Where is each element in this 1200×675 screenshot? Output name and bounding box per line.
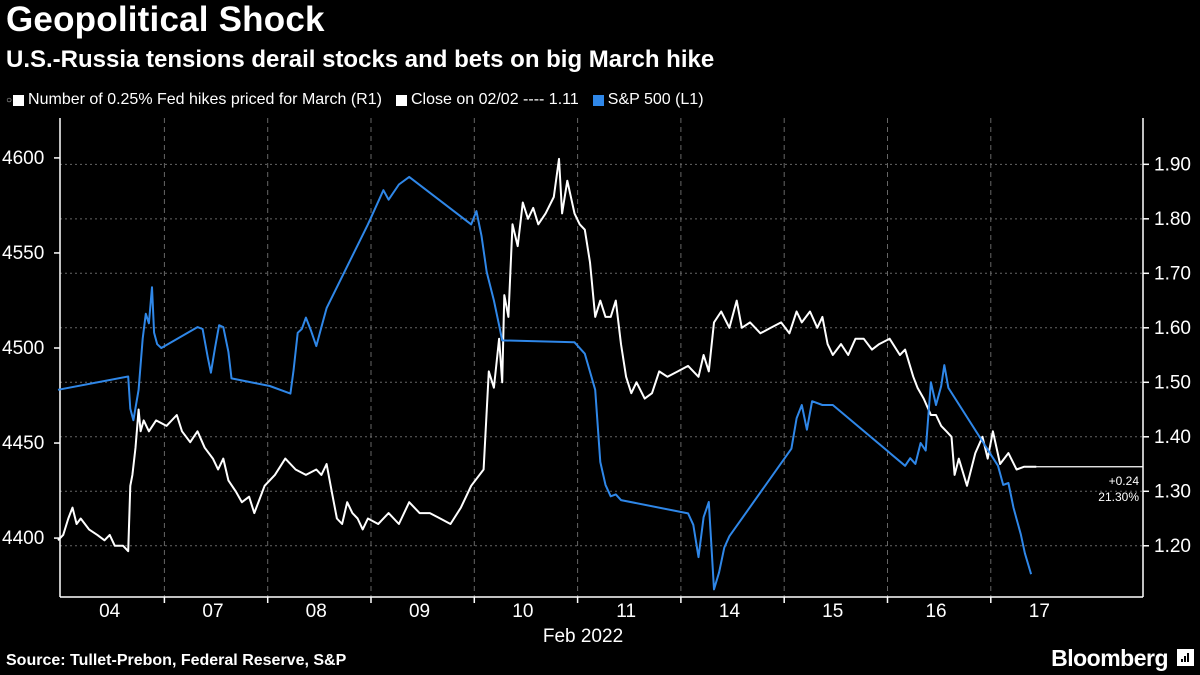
x-tick-label-9: 17	[1029, 601, 1050, 622]
series-line-sp500	[57, 175, 1033, 591]
legend-swatch-hikes	[13, 94, 25, 106]
chart-subtitle: U.S.-Russia tensions derail stocks and b…	[6, 46, 715, 73]
right-tick-label-7: 1.20	[1154, 536, 1191, 557]
left-tick-label-3: 4450	[2, 433, 44, 454]
left-tick-label-0: 4600	[2, 148, 44, 169]
x-tick-label-7: 15	[822, 601, 843, 622]
left-tick-label-4: 4400	[2, 528, 44, 549]
source-note: Source: Tullet-Prebon, Federal Reserve, …	[6, 652, 347, 669]
legend: ○ Number of 0.25% Fed hikes priced for M…	[6, 91, 718, 109]
legend-label-sp500: S&P 500 (L1)	[607, 91, 704, 108]
legend-swatch-sp500	[592, 94, 604, 106]
right-tick-label-2: 1.70	[1154, 263, 1191, 284]
x-tick-label-6: 14	[719, 601, 741, 622]
annotation-change: +0.24	[1109, 474, 1140, 488]
annotation-percent: 21.30%	[1098, 490, 1139, 504]
legend-item-sp500: S&P 500 (L1)	[592, 91, 704, 109]
legend-item-close: Close on 02/02 ---- 1.11	[395, 91, 579, 109]
x-tick-label-0: 04	[99, 601, 121, 622]
x-tick-label-1: 07	[202, 601, 223, 622]
x-tick-label-8: 16	[925, 601, 946, 622]
pin-icon: ○	[6, 94, 13, 106]
legend-swatch-close	[395, 94, 407, 106]
right-tick-label-0: 1.90	[1154, 154, 1191, 175]
left-tick-label-1: 4550	[2, 243, 44, 264]
x-tick-label-3: 09	[409, 601, 430, 622]
x-axis-title: Feb 2022	[543, 626, 623, 647]
right-tick-label-6: 1.30	[1154, 481, 1191, 502]
bloomberg-terminal-icon	[1177, 649, 1194, 666]
chart-title: Geopolitical Shock	[6, 0, 325, 39]
x-tick-label-4: 10	[512, 601, 533, 622]
legend-item-hikes: ○ Number of 0.25% Fed hikes priced for M…	[6, 91, 382, 109]
legend-label-close: Close on 02/02 ---- 1.11	[410, 91, 579, 108]
x-tick-label-5: 11	[616, 601, 636, 622]
right-tick-label-4: 1.50	[1154, 372, 1191, 393]
left-tick-label-2: 4500	[2, 338, 44, 359]
right-tick-label-5: 1.40	[1154, 427, 1191, 448]
legend-label-hikes: Number of 0.25% Fed hikes priced for Mar…	[28, 91, 382, 108]
x-tick-label-2: 08	[306, 601, 327, 622]
bloomberg-logo: Bloomberg	[1051, 645, 1168, 671]
right-tick-label-3: 1.60	[1154, 318, 1191, 339]
series-line-fed-hikes	[57, 157, 1037, 553]
right-tick-label-1: 1.80	[1154, 209, 1191, 230]
